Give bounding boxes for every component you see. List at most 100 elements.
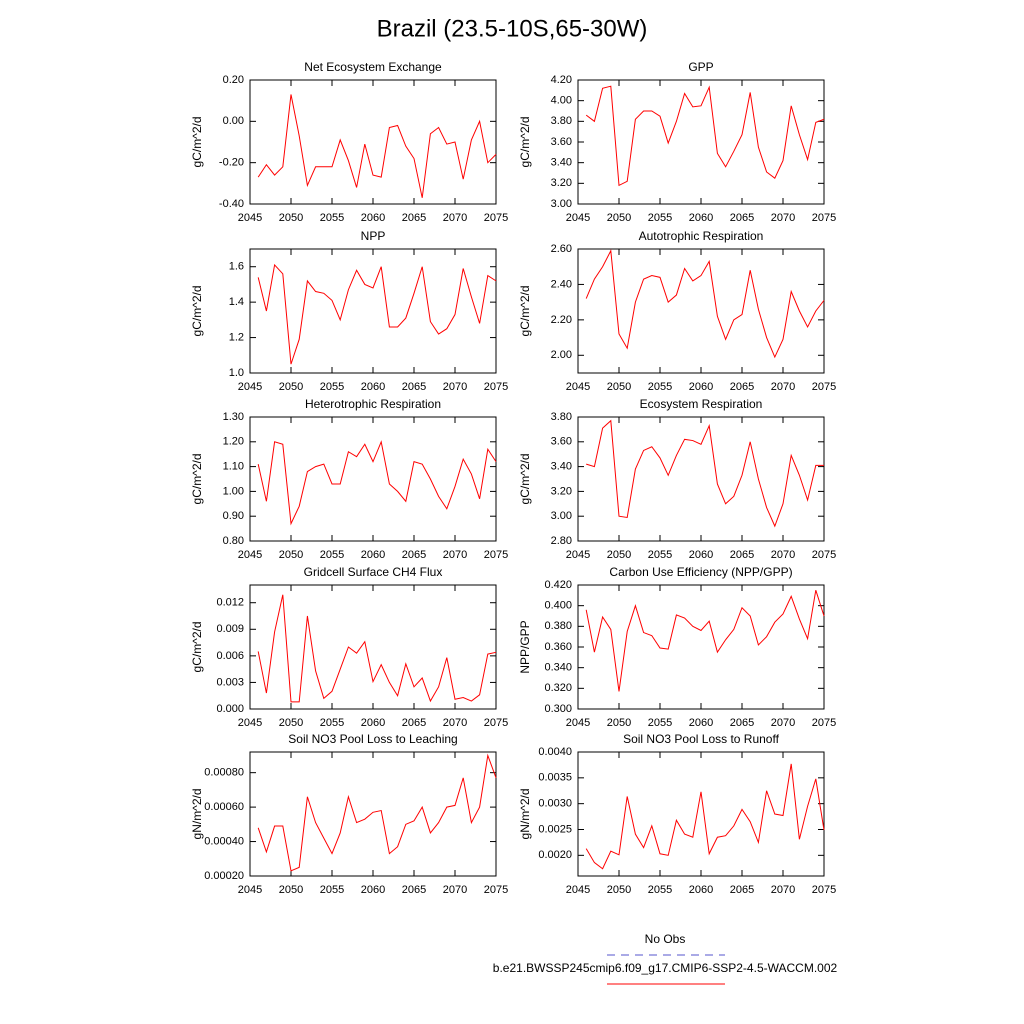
y-tick-label: 0.00060: [204, 801, 244, 813]
panel-title: Carbon Use Efficiency (NPP/GPP): [609, 565, 792, 579]
y-tick-label: 0.380: [544, 620, 572, 632]
x-tick-label: 2075: [812, 381, 836, 393]
x-tick-label: 2075: [812, 549, 836, 561]
y-tick-label: 3.80: [551, 411, 572, 423]
data-line: [257, 94, 497, 198]
y-tick-label: 1.10: [223, 461, 244, 473]
x-tick-label: 2055: [648, 549, 672, 561]
plot-frame: [577, 751, 825, 877]
data-line: [257, 594, 497, 703]
data-line: [585, 249, 825, 359]
y-tick-label: 0.340: [544, 662, 572, 674]
plot-frame: [249, 79, 497, 205]
x-tick-label: 2055: [648, 212, 672, 224]
data-line: [585, 85, 825, 187]
y-tick-label: 2.60: [551, 243, 572, 255]
x-tick-label: 2060: [361, 884, 385, 896]
x-tick-label: 2065: [730, 884, 754, 896]
y-tick-label: 0.20: [223, 74, 244, 86]
x-tick-label: 2060: [689, 549, 713, 561]
x-tick-label: 2045: [238, 717, 262, 729]
y-tick-label: 3.80: [551, 115, 572, 127]
y-tick-label: 3.40: [551, 461, 572, 473]
panel-title: Soil NO3 Pool Loss to Runoff: [623, 732, 780, 746]
x-tick-label: 2050: [279, 212, 303, 224]
x-tick-label: 2070: [443, 212, 467, 224]
x-tick-label: 2065: [402, 381, 426, 393]
legend-label: b.e21.BWSSP245cmip6.f09_g17.CMIP6-SSP2-4…: [493, 961, 838, 975]
x-tick-label: 2055: [648, 381, 672, 393]
y-axis-label: gN/m^2/d: [190, 789, 204, 840]
y-tick-label: 1.30: [223, 411, 244, 423]
y-tick-label: 1.00: [223, 485, 244, 497]
panel-title: Autotrophic Respiration: [639, 229, 764, 243]
panel-title: Gridcell Surface CH4 Flux: [304, 565, 443, 579]
y-axis-label: gC/m^2/d: [190, 286, 204, 337]
y-axis-label: gC/m^2/d: [518, 117, 532, 168]
panel-title: Net Ecosystem Exchange: [304, 60, 442, 74]
x-tick-label: 2070: [771, 717, 795, 729]
panel-title: NPP: [361, 229, 386, 243]
x-tick-label: 2050: [279, 717, 303, 729]
y-tick-label: 0.90: [223, 510, 244, 522]
y-tick-label: 2.20: [551, 314, 572, 326]
y-tick-label: 3.00: [551, 510, 572, 522]
x-tick-label: 2075: [812, 884, 836, 896]
x-tick-label: 2070: [443, 717, 467, 729]
y-tick-label: 0.006: [216, 650, 244, 662]
y-tick-label: 1.20: [223, 436, 244, 448]
y-tick-label: 0.00040: [204, 835, 244, 847]
y-tick-label: 0.420: [544, 579, 572, 591]
y-tick-label: 3.20: [551, 177, 572, 189]
y-tick-label: 1.4: [229, 296, 244, 308]
x-tick-label: 2050: [607, 381, 631, 393]
y-tick-label: 0.00: [223, 115, 244, 127]
x-tick-label: 2070: [771, 381, 795, 393]
y-tick-label: 4.20: [551, 74, 572, 86]
x-tick-label: 2060: [689, 717, 713, 729]
y-tick-label: 3.00: [551, 198, 572, 210]
x-tick-label: 2075: [812, 212, 836, 224]
plot-frame: [577, 248, 825, 374]
data-line: [257, 440, 497, 526]
y-tick-label: 0.0030: [538, 798, 572, 810]
x-tick-label: 2055: [320, 549, 344, 561]
x-tick-label: 2070: [443, 884, 467, 896]
panel-title: GPP: [688, 60, 713, 74]
x-tick-label: 2060: [689, 884, 713, 896]
x-tick-label: 2075: [484, 884, 508, 896]
x-tick-label: 2060: [689, 212, 713, 224]
y-tick-label: 1.6: [229, 261, 244, 273]
y-axis-label: gC/m^2/d: [190, 622, 204, 673]
x-tick-label: 2050: [607, 549, 631, 561]
data-line: [586, 419, 824, 528]
plot-frame: [577, 584, 825, 710]
x-tick-label: 2070: [443, 381, 467, 393]
y-tick-label: -0.40: [219, 198, 244, 210]
plot-frame: [577, 79, 825, 205]
x-tick-label: 2065: [402, 717, 426, 729]
x-tick-label: 2060: [361, 549, 385, 561]
x-tick-label: 2050: [279, 381, 303, 393]
x-tick-label: 2055: [648, 717, 672, 729]
y-tick-label: 1.0: [229, 367, 244, 379]
y-axis-label: gC/m^2/d: [518, 286, 532, 337]
data-line: [257, 753, 497, 872]
y-tick-label: 2.00: [551, 349, 572, 361]
y-tick-label: 2.80: [551, 535, 572, 547]
legend-label: No Obs: [645, 932, 686, 946]
x-tick-label: 2065: [730, 212, 754, 224]
x-tick-label: 2065: [730, 717, 754, 729]
panel-title: Soil NO3 Pool Loss to Leaching: [288, 732, 457, 746]
y-tick-label: 0.00020: [204, 870, 244, 882]
x-tick-label: 2045: [566, 884, 590, 896]
x-tick-label: 2050: [607, 212, 631, 224]
y-tick-label: 3.40: [551, 157, 572, 169]
x-tick-label: 2050: [607, 884, 631, 896]
y-tick-label: 0.0035: [538, 772, 572, 784]
x-tick-label: 2045: [566, 717, 590, 729]
x-tick-label: 2045: [566, 212, 590, 224]
plot-frame: [249, 248, 497, 374]
x-tick-label: 2060: [361, 381, 385, 393]
x-tick-label: 2065: [730, 381, 754, 393]
